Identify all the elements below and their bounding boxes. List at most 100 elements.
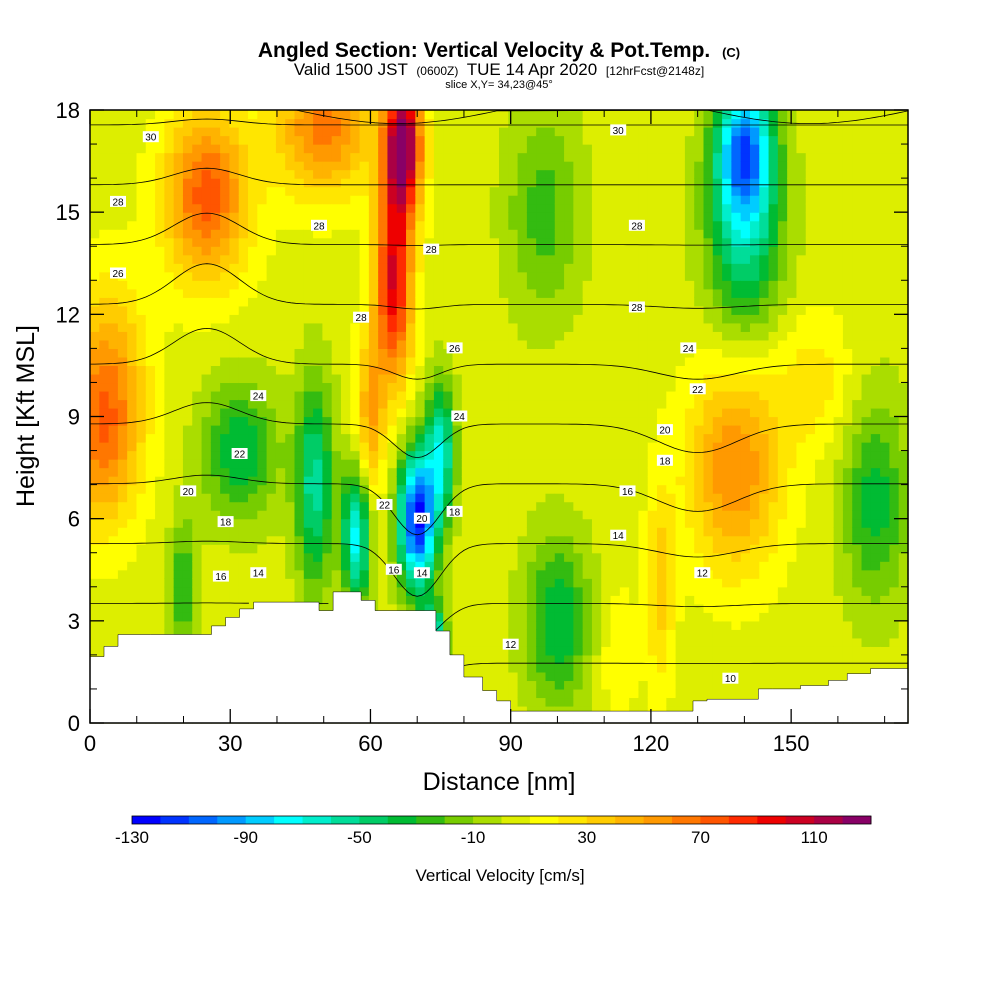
- velocity-cell: [443, 169, 454, 179]
- velocity-cell: [629, 654, 640, 664]
- velocity-cell: [471, 382, 482, 392]
- velocity-cell: [508, 271, 519, 281]
- velocity-cell: [378, 390, 389, 401]
- velocity-cell: [266, 186, 277, 196]
- velocity-cell: [155, 229, 165, 239]
- velocity-cell: [712, 237, 723, 247]
- velocity-cell: [313, 510, 323, 520]
- velocity-cell: [238, 595, 249, 605]
- velocity-cell: [657, 390, 667, 401]
- velocity-cell: [303, 339, 314, 349]
- velocity-cell: [229, 518, 240, 528]
- velocity-cell: [489, 518, 500, 528]
- velocity-cell: [554, 518, 565, 528]
- velocity-cell: [387, 220, 398, 230]
- velocity-cell: [610, 425, 621, 435]
- velocity-cell: [415, 578, 426, 588]
- velocity-cell: [591, 254, 602, 264]
- velocity-cell: [703, 254, 714, 264]
- velocity-cell: [517, 203, 528, 213]
- velocity-cell: [322, 246, 333, 256]
- velocity-cell: [350, 407, 361, 418]
- velocity-cell: [331, 365, 342, 375]
- velocity-cell: [136, 476, 147, 486]
- velocity-cell: [508, 229, 519, 239]
- velocity-cell: [601, 229, 612, 239]
- velocity-cell: [322, 561, 333, 571]
- velocity-cell: [675, 127, 686, 137]
- velocity-cell: [545, 271, 556, 281]
- velocity-cell: [108, 535, 119, 545]
- velocity-cell: [647, 271, 658, 281]
- velocity-cell: [508, 365, 519, 375]
- velocity-cell: [610, 578, 621, 588]
- velocity-cell: [684, 118, 695, 128]
- velocity-cell: [703, 518, 714, 528]
- velocity-cell: [517, 467, 528, 477]
- velocity-cell: [313, 552, 323, 562]
- velocity-cell: [499, 646, 509, 656]
- velocity-cell: [378, 356, 389, 367]
- velocity-cell: [536, 118, 547, 128]
- velocity-cell: [229, 186, 240, 196]
- velocity-cell: [433, 578, 444, 588]
- velocity-cell: [703, 339, 714, 349]
- velocity-cell: [601, 544, 612, 554]
- velocity-cell: [155, 569, 165, 579]
- velocity-cell: [192, 220, 203, 230]
- velocity-cell: [722, 595, 732, 605]
- velocity-cell: [136, 339, 147, 349]
- velocity-cell: [591, 127, 602, 137]
- velocity-cell: [238, 203, 249, 213]
- velocity-cell: [229, 578, 240, 588]
- velocity-cell: [508, 254, 519, 264]
- velocity-cell: [266, 271, 277, 281]
- velocity-cell: [536, 493, 547, 503]
- velocity-cell: [117, 314, 128, 324]
- velocity-cell: [275, 339, 286, 349]
- velocity-cell: [155, 518, 165, 528]
- velocity-cell: [108, 612, 119, 622]
- velocity-cell: [257, 331, 268, 341]
- velocity-cell: [99, 407, 110, 418]
- velocity-cell: [638, 535, 649, 545]
- velocity-cell: [182, 569, 193, 579]
- velocity-cell: [536, 467, 547, 477]
- velocity-cell: [684, 484, 695, 494]
- velocity-cell: [359, 195, 370, 205]
- velocity-cell: [331, 373, 342, 384]
- velocity-cell: [173, 229, 184, 239]
- velocity-cell: [424, 254, 435, 264]
- velocity-cell: [675, 161, 686, 171]
- velocity-cell: [173, 595, 184, 605]
- velocity-cell: [536, 680, 547, 690]
- velocity-cell: [638, 425, 649, 435]
- velocity-cell: [313, 229, 323, 239]
- velocity-cell: [155, 152, 165, 162]
- velocity-cell: [294, 110, 305, 120]
- velocity-cell: [406, 569, 416, 579]
- velocity-cell: [433, 152, 444, 162]
- velocity-cell: [629, 331, 640, 341]
- velocity-cell: [443, 254, 454, 264]
- velocity-cell: [108, 348, 119, 358]
- velocity-cell: [499, 586, 509, 596]
- velocity-cell: [220, 178, 231, 188]
- velocity-cell: [350, 373, 361, 384]
- velocity-cell: [378, 407, 389, 418]
- velocity-cell: [164, 263, 175, 273]
- velocity-cell: [368, 186, 379, 196]
- velocity-cell: [406, 586, 416, 596]
- velocity-cell: [499, 356, 509, 367]
- velocity-cell: [266, 450, 277, 460]
- velocity-cell: [647, 365, 658, 375]
- velocity-cell: [536, 399, 547, 409]
- velocity-cell: [545, 356, 556, 367]
- velocity-cell: [182, 365, 193, 375]
- velocity-cell: [173, 612, 184, 622]
- velocity-cell: [433, 510, 444, 520]
- velocity-cell: [396, 603, 407, 613]
- velocity-cell: [378, 578, 389, 588]
- velocity-cell: [331, 407, 342, 418]
- velocity-cell: [684, 620, 695, 630]
